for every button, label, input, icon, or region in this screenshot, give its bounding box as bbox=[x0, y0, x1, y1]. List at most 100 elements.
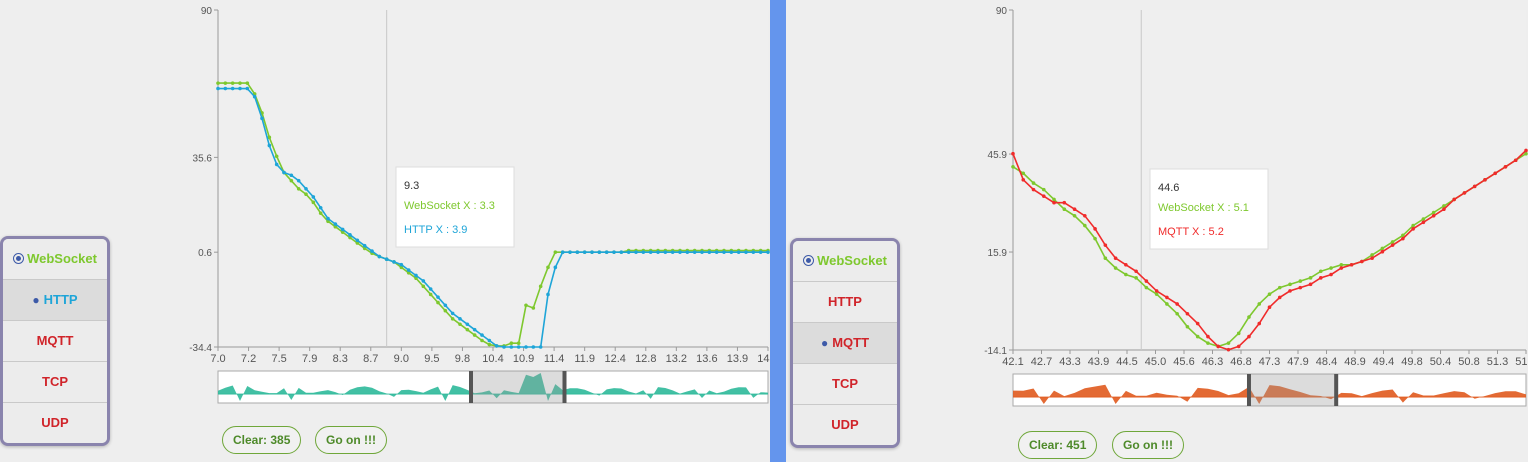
data-point bbox=[678, 250, 682, 254]
line-chart-right[interactable]: 90 45.9 15.9 -14.142.1 42.7 43.3 43.9 44.5 45.0 4… bbox=[786, 0, 1528, 420]
data-point bbox=[648, 250, 653, 254]
x-tick-label: 8.7 bbox=[363, 353, 378, 365]
data-point bbox=[414, 273, 418, 278]
data-point bbox=[260, 116, 264, 121]
data-point bbox=[384, 257, 389, 262]
y-tick-label: -34.4 bbox=[189, 343, 212, 354]
panel-divider[interactable] bbox=[770, 0, 786, 462]
data-point bbox=[1360, 259, 1364, 264]
y-tick-label: 15.9 bbox=[988, 248, 1008, 259]
data-point bbox=[1052, 197, 1056, 202]
data-point bbox=[348, 235, 352, 240]
data-point bbox=[1339, 266, 1344, 270]
menu-item-http[interactable]: ● HTTP bbox=[3, 280, 107, 321]
data-point bbox=[626, 250, 631, 254]
data-point bbox=[1401, 233, 1405, 238]
data-point bbox=[538, 345, 543, 349]
data-point bbox=[1503, 164, 1508, 169]
data-point bbox=[1462, 191, 1467, 195]
data-point bbox=[267, 143, 272, 148]
menu-item-udp[interactable]: UDP bbox=[793, 405, 897, 445]
data-point bbox=[421, 284, 426, 289]
menu-item-udp[interactable]: UDP bbox=[3, 403, 107, 443]
data-point bbox=[480, 338, 484, 343]
plot-area bbox=[1013, 10, 1526, 350]
data-point bbox=[1483, 178, 1487, 182]
data-point bbox=[1165, 295, 1169, 300]
x-tick-label: 45.0 bbox=[1145, 356, 1166, 368]
data-point bbox=[223, 81, 228, 85]
menu-item-mqtt[interactable]: MQTT bbox=[3, 321, 107, 362]
data-point bbox=[1339, 262, 1344, 267]
data-point bbox=[1319, 276, 1323, 280]
x-tick-label: 50.8 bbox=[1458, 356, 1479, 368]
data-point bbox=[546, 265, 550, 270]
data-point bbox=[1154, 289, 1159, 293]
menu-item-http[interactable]: HTTP bbox=[793, 282, 897, 323]
go-on-button[interactable]: Go on !!! bbox=[315, 426, 387, 454]
data-point bbox=[472, 333, 477, 337]
tooltip-series-1: WebSocket X : 3.3 bbox=[404, 200, 495, 212]
y-tick-label: -14.1 bbox=[984, 346, 1007, 357]
data-point bbox=[1329, 272, 1333, 277]
selected-radio-icon bbox=[803, 255, 815, 266]
data-point bbox=[1380, 249, 1385, 254]
menu-item-mqtt[interactable]: ● MQTT bbox=[793, 323, 897, 364]
navigator-selection bbox=[471, 371, 565, 403]
data-point bbox=[1103, 256, 1108, 261]
menu-item-tcp[interactable]: TCP bbox=[3, 362, 107, 403]
menu-item-websocket[interactable]: WebSocket bbox=[3, 239, 107, 280]
x-tick-label: 13.6 bbox=[696, 353, 717, 365]
x-tick-label: 45.6 bbox=[1173, 356, 1194, 368]
data-point bbox=[670, 250, 675, 254]
data-point bbox=[318, 205, 323, 210]
data-point bbox=[729, 250, 734, 254]
data-point bbox=[1247, 334, 1251, 339]
data-point bbox=[406, 270, 411, 275]
clear-button[interactable]: Clear: 385 bbox=[222, 426, 302, 454]
data-point bbox=[458, 317, 462, 321]
data-point bbox=[370, 249, 374, 253]
data-point bbox=[560, 250, 565, 254]
data-point bbox=[1390, 243, 1395, 247]
data-point bbox=[1083, 213, 1087, 218]
data-point bbox=[1226, 347, 1231, 352]
data-point bbox=[619, 250, 624, 254]
tooltip-series-2: HTTP X : 3.9 bbox=[404, 224, 467, 236]
data-point bbox=[1206, 341, 1210, 345]
data-point bbox=[1442, 204, 1446, 208]
data-point bbox=[1288, 289, 1292, 293]
data-point bbox=[1113, 266, 1118, 270]
data-point bbox=[252, 94, 257, 99]
x-tick-label: 51.3 bbox=[1487, 356, 1508, 368]
bullet-icon: ● bbox=[32, 293, 40, 307]
data-point bbox=[1103, 243, 1108, 247]
data-point bbox=[333, 222, 338, 226]
x-tick-label: 7.9 bbox=[302, 353, 317, 365]
data-point bbox=[568, 250, 572, 254]
go-on-button[interactable]: Go on !!! bbox=[1112, 431, 1184, 459]
x-tick-label: 13.2 bbox=[666, 353, 687, 365]
menu-item-websocket[interactable]: WebSocket bbox=[793, 241, 897, 282]
data-point bbox=[450, 317, 455, 321]
line-chart-left[interactable]: 90 35.6 0.6 -34.47.0 7.2 7.5 7.9 8.3 8.7 9.0 9.5 9.… bbox=[0, 0, 770, 420]
data-point bbox=[656, 250, 660, 254]
data-point bbox=[1308, 282, 1313, 287]
data-point bbox=[1298, 279, 1303, 283]
data-point bbox=[1206, 334, 1210, 339]
x-tick-label: 13.9 bbox=[727, 353, 748, 365]
data-point bbox=[1134, 276, 1138, 280]
data-point bbox=[1072, 207, 1077, 212]
clear-button[interactable]: Clear: 451 bbox=[1018, 431, 1098, 459]
data-point bbox=[245, 81, 250, 85]
data-point bbox=[362, 243, 367, 248]
data-point bbox=[1319, 269, 1323, 274]
tooltip-box bbox=[395, 166, 515, 248]
right-panel: WebSocket HTTP ● MQTT TCP UDP 90 45.9 15.9 -… bbox=[786, 0, 1528, 462]
data-point bbox=[216, 81, 220, 85]
x-tick-label: 42.1 bbox=[1002, 356, 1023, 368]
data-point bbox=[1380, 246, 1385, 251]
menu-item-tcp[interactable]: TCP bbox=[793, 364, 897, 405]
data-point bbox=[597, 250, 602, 254]
data-point bbox=[1083, 223, 1087, 228]
